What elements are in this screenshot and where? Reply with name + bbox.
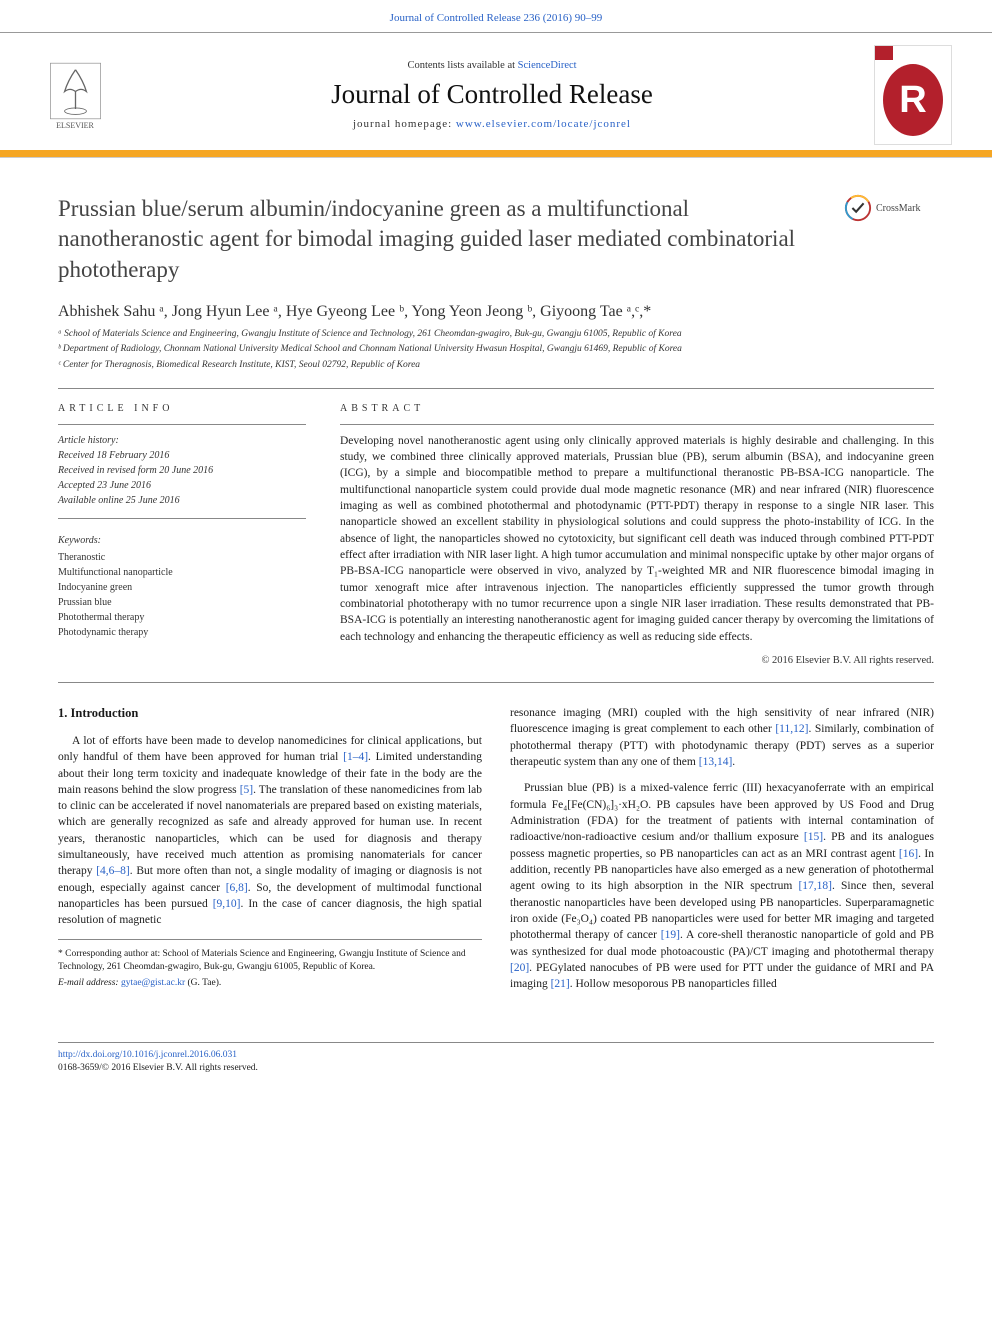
running-head-link[interactable]: Journal of Controlled Release 236 (2016)… <box>390 12 603 24</box>
journal-cover-thumb: R <box>874 45 952 145</box>
title-row: Prussian blue/serum albumin/indocyanine … <box>58 194 934 285</box>
elsevier-tree-icon <box>48 61 103 121</box>
affiliation: ᵃ School of Materials Science and Engine… <box>58 327 934 341</box>
keyword: Prussian blue <box>58 595 306 610</box>
ref-link[interactable]: [9,10] <box>213 898 241 910</box>
body-text: . <box>732 756 735 768</box>
homepage-line: journal homepage: www.elsevier.com/locat… <box>128 118 856 130</box>
cover-r-icon: R <box>883 64 943 136</box>
journal-name: Journal of Controlled Release <box>128 79 856 110</box>
divider <box>58 518 306 519</box>
corr-body: Corresponding author at: School of Mater… <box>58 949 466 972</box>
divider <box>58 682 934 683</box>
footer-rule <box>58 1042 934 1043</box>
affiliations: ᵃ School of Materials Science and Engine… <box>58 327 934 372</box>
info-abstract-row: ARTICLE INFO Article history: Received 1… <box>58 403 934 666</box>
body-text: . Hollow mesoporous PB nanoparticles fil… <box>570 978 777 990</box>
abstract-label: ABSTRACT <box>340 403 934 414</box>
article-info-label: ARTICLE INFO <box>58 403 306 414</box>
body-text: . The translation of these nanomedicines… <box>58 784 482 878</box>
ref-link[interactable]: [17,18] <box>798 880 832 892</box>
article-title: Prussian blue/serum albumin/indocyanine … <box>58 194 824 285</box>
article-info-col: ARTICLE INFO Article history: Received 1… <box>58 403 306 666</box>
keyword: Theranostic <box>58 550 306 565</box>
elsevier-label: ELSEVIER <box>56 121 94 130</box>
contents-prefix: Contents lists available at <box>407 60 517 71</box>
email-label: E-mail address: <box>58 978 121 988</box>
ref-link[interactable]: [4,6–8] <box>96 865 130 877</box>
affiliation: ᵇ Department of Radiology, Chonnam Natio… <box>58 342 934 356</box>
elsevier-logo: ELSEVIER <box>40 55 110 135</box>
ref-link[interactable]: [20] <box>510 962 529 974</box>
abstract-copyright: © 2016 Elsevier B.V. All rights reserved… <box>340 655 934 666</box>
contents-line: Contents lists available at ScienceDirec… <box>128 60 856 71</box>
divider <box>340 424 934 425</box>
ref-link[interactable]: [5] <box>240 784 253 796</box>
crossmark-badge[interactable]: CrossMark <box>844 194 934 222</box>
ref-link[interactable]: [16] <box>899 848 918 860</box>
abstract-text: Developing novel nanotheranostic agent u… <box>340 433 934 645</box>
ref-link[interactable]: [6,8] <box>226 882 248 894</box>
history-line: Received in revised form 20 June 2016 <box>58 463 306 478</box>
crossmark-icon <box>844 194 872 222</box>
keywords-label: Keywords: <box>58 533 306 548</box>
footer-copyright: 0168-3659/© 2016 Elsevier B.V. All right… <box>58 1063 258 1073</box>
ref-link[interactable]: [11,12] <box>775 723 808 735</box>
author-list: Abhishek Sahu ᵃ, Jong Hyun Lee ᵃ, Hye Gy… <box>58 303 934 321</box>
corresponding-text: * Corresponding author at: School of Mat… <box>58 948 482 975</box>
affiliation: ᶜ Center for Theragnosis, Biomedical Res… <box>58 358 934 372</box>
keyword: Photodynamic therapy <box>58 625 306 640</box>
homepage-link[interactable]: www.elsevier.com/locate/jconrel <box>456 118 631 130</box>
ref-link[interactable]: [21] <box>551 978 570 990</box>
corresponding-author-block: * Corresponding author at: School of Mat… <box>58 939 482 991</box>
article-body: Prussian blue/serum albumin/indocyanine … <box>0 158 992 1028</box>
keyword: Photothermal therapy <box>58 610 306 625</box>
header-center: Contents lists available at ScienceDirec… <box>128 60 856 130</box>
homepage-prefix: journal homepage: <box>353 118 456 130</box>
running-head: Journal of Controlled Release 236 (2016)… <box>0 0 992 32</box>
ref-link[interactable]: [13,14] <box>699 756 733 768</box>
corresponding-email-line: E-mail address: gytae@gist.ac.kr (G. Tae… <box>58 977 482 990</box>
orange-accent-bar <box>0 150 992 157</box>
history-line: Accepted 23 June 2016 <box>58 478 306 493</box>
crossmark-label: CrossMark <box>876 203 920 214</box>
email-suffix: (G. Tae). <box>185 978 221 988</box>
email-link[interactable]: gytae@gist.ac.kr <box>121 978 185 988</box>
ref-link[interactable]: [15] <box>804 831 823 843</box>
ref-link[interactable]: [19] <box>661 929 680 941</box>
journal-header: ELSEVIER Contents lists available at Sci… <box>0 32 992 158</box>
intro-heading: 1. Introduction <box>58 705 482 723</box>
body-columns: 1. Introduction A lot of efforts have be… <box>58 705 934 998</box>
doi-link[interactable]: http://dx.doi.org/10.1016/j.jconrel.2016… <box>58 1050 237 1060</box>
abstract-col: ABSTRACT Developing novel nanotheranosti… <box>340 403 934 666</box>
divider <box>58 424 306 425</box>
history-line: Received 18 February 2016 <box>58 448 306 463</box>
article-history: Article history: Received 18 February 20… <box>58 433 306 508</box>
body-paragraph: A lot of efforts have been made to devel… <box>58 733 482 929</box>
body-paragraph: Prussian blue (PB) is a mixed-valence fe… <box>510 780 934 992</box>
cover-tab <box>875 46 893 60</box>
footer: http://dx.doi.org/10.1016/j.jconrel.2016… <box>0 1049 992 1100</box>
history-line: Available online 25 June 2016 <box>58 493 306 508</box>
keyword: Multifunctional nanoparticle <box>58 565 306 580</box>
keywords-block: Keywords: Theranostic Multifunctional na… <box>58 533 306 640</box>
ref-link[interactable]: [1–4] <box>343 751 368 763</box>
history-label: Article history: <box>58 433 306 448</box>
keyword: Indocyanine green <box>58 580 306 595</box>
sciencedirect-link[interactable]: ScienceDirect <box>518 60 577 71</box>
body-paragraph: resonance imaging (MRI) coupled with the… <box>510 705 934 770</box>
divider <box>58 388 934 389</box>
